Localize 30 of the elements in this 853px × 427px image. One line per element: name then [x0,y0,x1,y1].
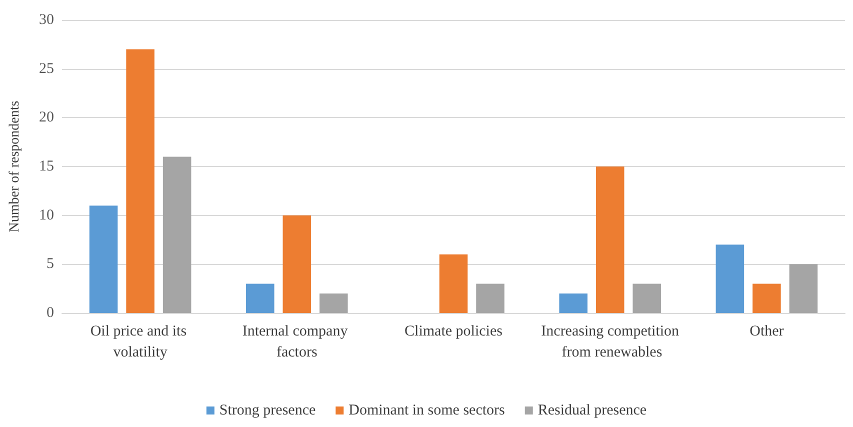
y-tick-label: 15 [39,158,54,174]
x-tick-label: Internal company factors [242,324,352,360]
bar [162,156,192,313]
bar [476,284,504,313]
y-tick-label: 0 [46,305,54,321]
y-tick-label: 20 [39,110,54,126]
y-tick-label: 30 [39,12,54,28]
bar [320,293,348,313]
y-tick-label: 5 [46,256,54,272]
bar [439,254,468,313]
bar [596,166,624,313]
legend-label: Residual presence [538,402,647,418]
x-tick-label: Increasing competition from renewables [541,324,680,360]
bar [246,284,274,313]
bar [126,49,154,313]
bar [716,244,744,313]
y-tick-label: 25 [39,60,54,77]
bar [632,284,661,313]
bar [789,264,818,313]
legend-label: Strong presence [219,402,316,418]
y-axis-title: Number of respondents [8,100,22,232]
bar [89,206,118,313]
bar [752,284,781,313]
y-tick-label: 10 [39,207,54,224]
bar [282,215,312,313]
legend-label: Dominant in some sectors [348,402,506,418]
x-tick-label: Other [750,324,784,340]
x-tick-label: Oil price and its volatility [90,324,190,360]
bar [559,293,588,313]
x-tick-label: Climate policies [404,324,503,340]
